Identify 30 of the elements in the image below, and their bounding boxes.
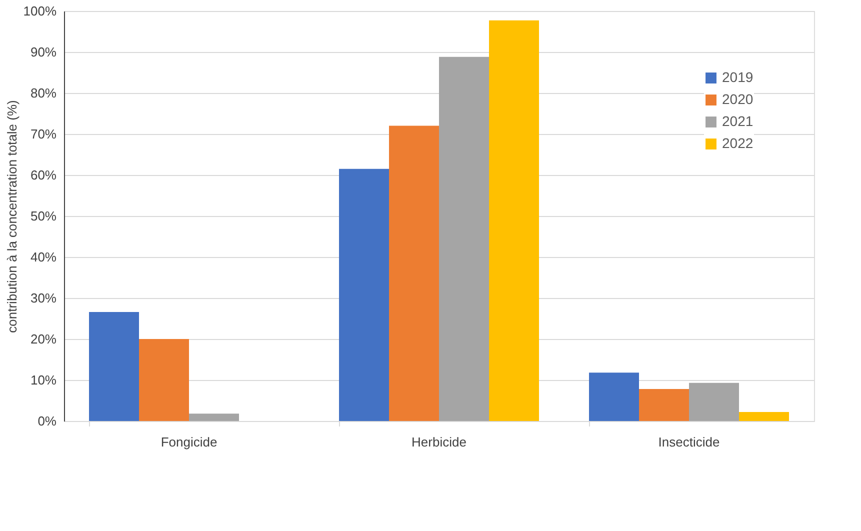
bar xyxy=(739,412,789,421)
y-tick-label: 50% xyxy=(30,208,57,224)
bar xyxy=(439,56,489,421)
bar xyxy=(89,312,139,421)
legend-label: 2019 xyxy=(722,69,754,85)
y-tick-label: 80% xyxy=(30,86,57,100)
x-tick-label: Fongicide xyxy=(160,434,218,450)
y-tick-label: 40% xyxy=(30,250,57,264)
bar xyxy=(189,414,239,421)
x-tick-label: Herbicide xyxy=(412,434,466,450)
bar xyxy=(639,389,689,421)
bar xyxy=(139,339,189,421)
y-tick-label: 30% xyxy=(30,290,57,306)
bar xyxy=(689,382,739,421)
y-tick-label: 100% xyxy=(23,4,57,18)
bar xyxy=(589,372,639,421)
y-tick-label: 70% xyxy=(30,126,57,142)
y-tick-label: 20% xyxy=(30,332,57,346)
y-tick-label: 10% xyxy=(30,372,57,388)
bar xyxy=(489,20,539,421)
bar xyxy=(339,168,389,421)
y-tick-label: 90% xyxy=(30,44,57,60)
y-axis-title: contribution à la concentration totale (%) xyxy=(4,100,20,333)
x-tick-label: Insecticide xyxy=(658,434,720,450)
y-tick-label: 0% xyxy=(38,414,57,428)
legend-label: 2020 xyxy=(722,91,754,107)
legend-label: 2021 xyxy=(722,113,754,129)
bar xyxy=(389,126,439,421)
legend-label: 2022 xyxy=(722,135,754,151)
y-tick-label: 60% xyxy=(30,168,57,182)
